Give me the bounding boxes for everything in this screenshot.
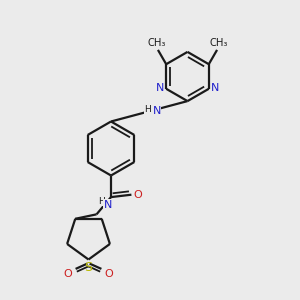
Text: O: O <box>134 190 142 200</box>
Text: N: N <box>155 82 164 93</box>
Text: N: N <box>152 106 161 116</box>
Text: H: H <box>144 105 151 114</box>
Text: O: O <box>64 268 72 279</box>
Text: H: H <box>98 197 105 206</box>
Text: CH₃: CH₃ <box>148 38 166 48</box>
Text: S: S <box>85 261 92 274</box>
Text: N: N <box>211 82 220 93</box>
Text: CH₃: CH₃ <box>209 38 227 48</box>
Text: O: O <box>105 268 113 279</box>
Text: N: N <box>104 200 112 210</box>
